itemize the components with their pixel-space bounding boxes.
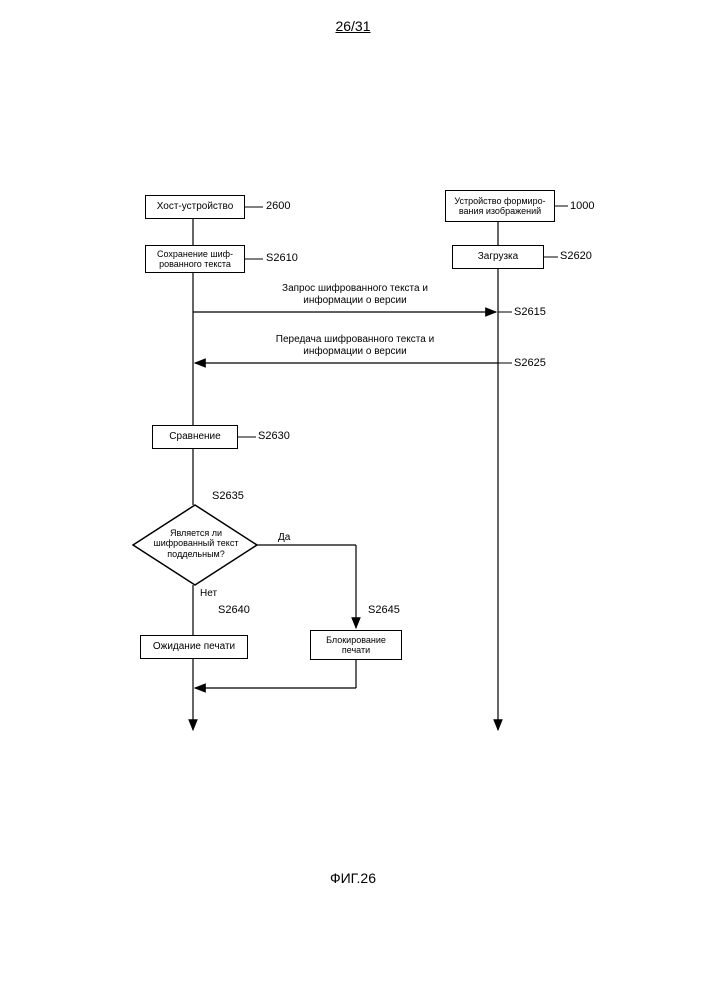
decision-yes: Да bbox=[278, 532, 290, 543]
node-label: Хост-устройство bbox=[157, 201, 234, 213]
ref-request: S2615 bbox=[514, 306, 546, 318]
ref-download: S2620 bbox=[560, 250, 592, 262]
node-image-device: Устройство формиро-вания изображений bbox=[445, 190, 555, 222]
figure-caption: ФИГ.26 bbox=[0, 870, 706, 886]
page: 26/31 bbox=[0, 0, 706, 999]
node-label: Загрузка bbox=[478, 251, 518, 263]
ref-compare: S2630 bbox=[258, 430, 290, 442]
decision-label: Является лишифрованный текстподдельным? bbox=[141, 528, 251, 559]
ref-no: S2640 bbox=[218, 604, 250, 616]
node-label: Сравнение bbox=[169, 431, 220, 443]
ref-decision: S2635 bbox=[212, 490, 244, 502]
msg-response: Передача шифрованного текста иинформации… bbox=[245, 334, 465, 357]
node-save-ciphertext: Сохранение шиф-рованного текста bbox=[145, 245, 245, 273]
node-block-print: Блокированиепечати bbox=[310, 630, 402, 660]
msg-request: Запрос шифрованного текста иинформации о… bbox=[255, 283, 455, 306]
node-compare: Сравнение bbox=[152, 425, 238, 449]
decision-no: Нет bbox=[200, 588, 217, 599]
ref-yes: S2645 bbox=[368, 604, 400, 616]
node-download: Загрузка bbox=[452, 245, 544, 269]
node-label: Ожидание печати bbox=[153, 641, 235, 653]
flowchart-svg bbox=[0, 0, 706, 999]
ref-imgdev: 1000 bbox=[570, 200, 594, 212]
node-label: Сохранение шиф-рованного текста bbox=[157, 249, 233, 270]
ref-host: 2600 bbox=[266, 200, 290, 212]
ref-response: S2625 bbox=[514, 357, 546, 369]
node-label: Устройство формиро-вания изображений bbox=[454, 196, 545, 217]
node-host-device: Хост-устройство bbox=[145, 195, 245, 219]
node-wait-print: Ожидание печати bbox=[140, 635, 248, 659]
node-label: Блокированиепечати bbox=[326, 635, 386, 656]
ref-savecrypt: S2610 bbox=[266, 252, 298, 264]
